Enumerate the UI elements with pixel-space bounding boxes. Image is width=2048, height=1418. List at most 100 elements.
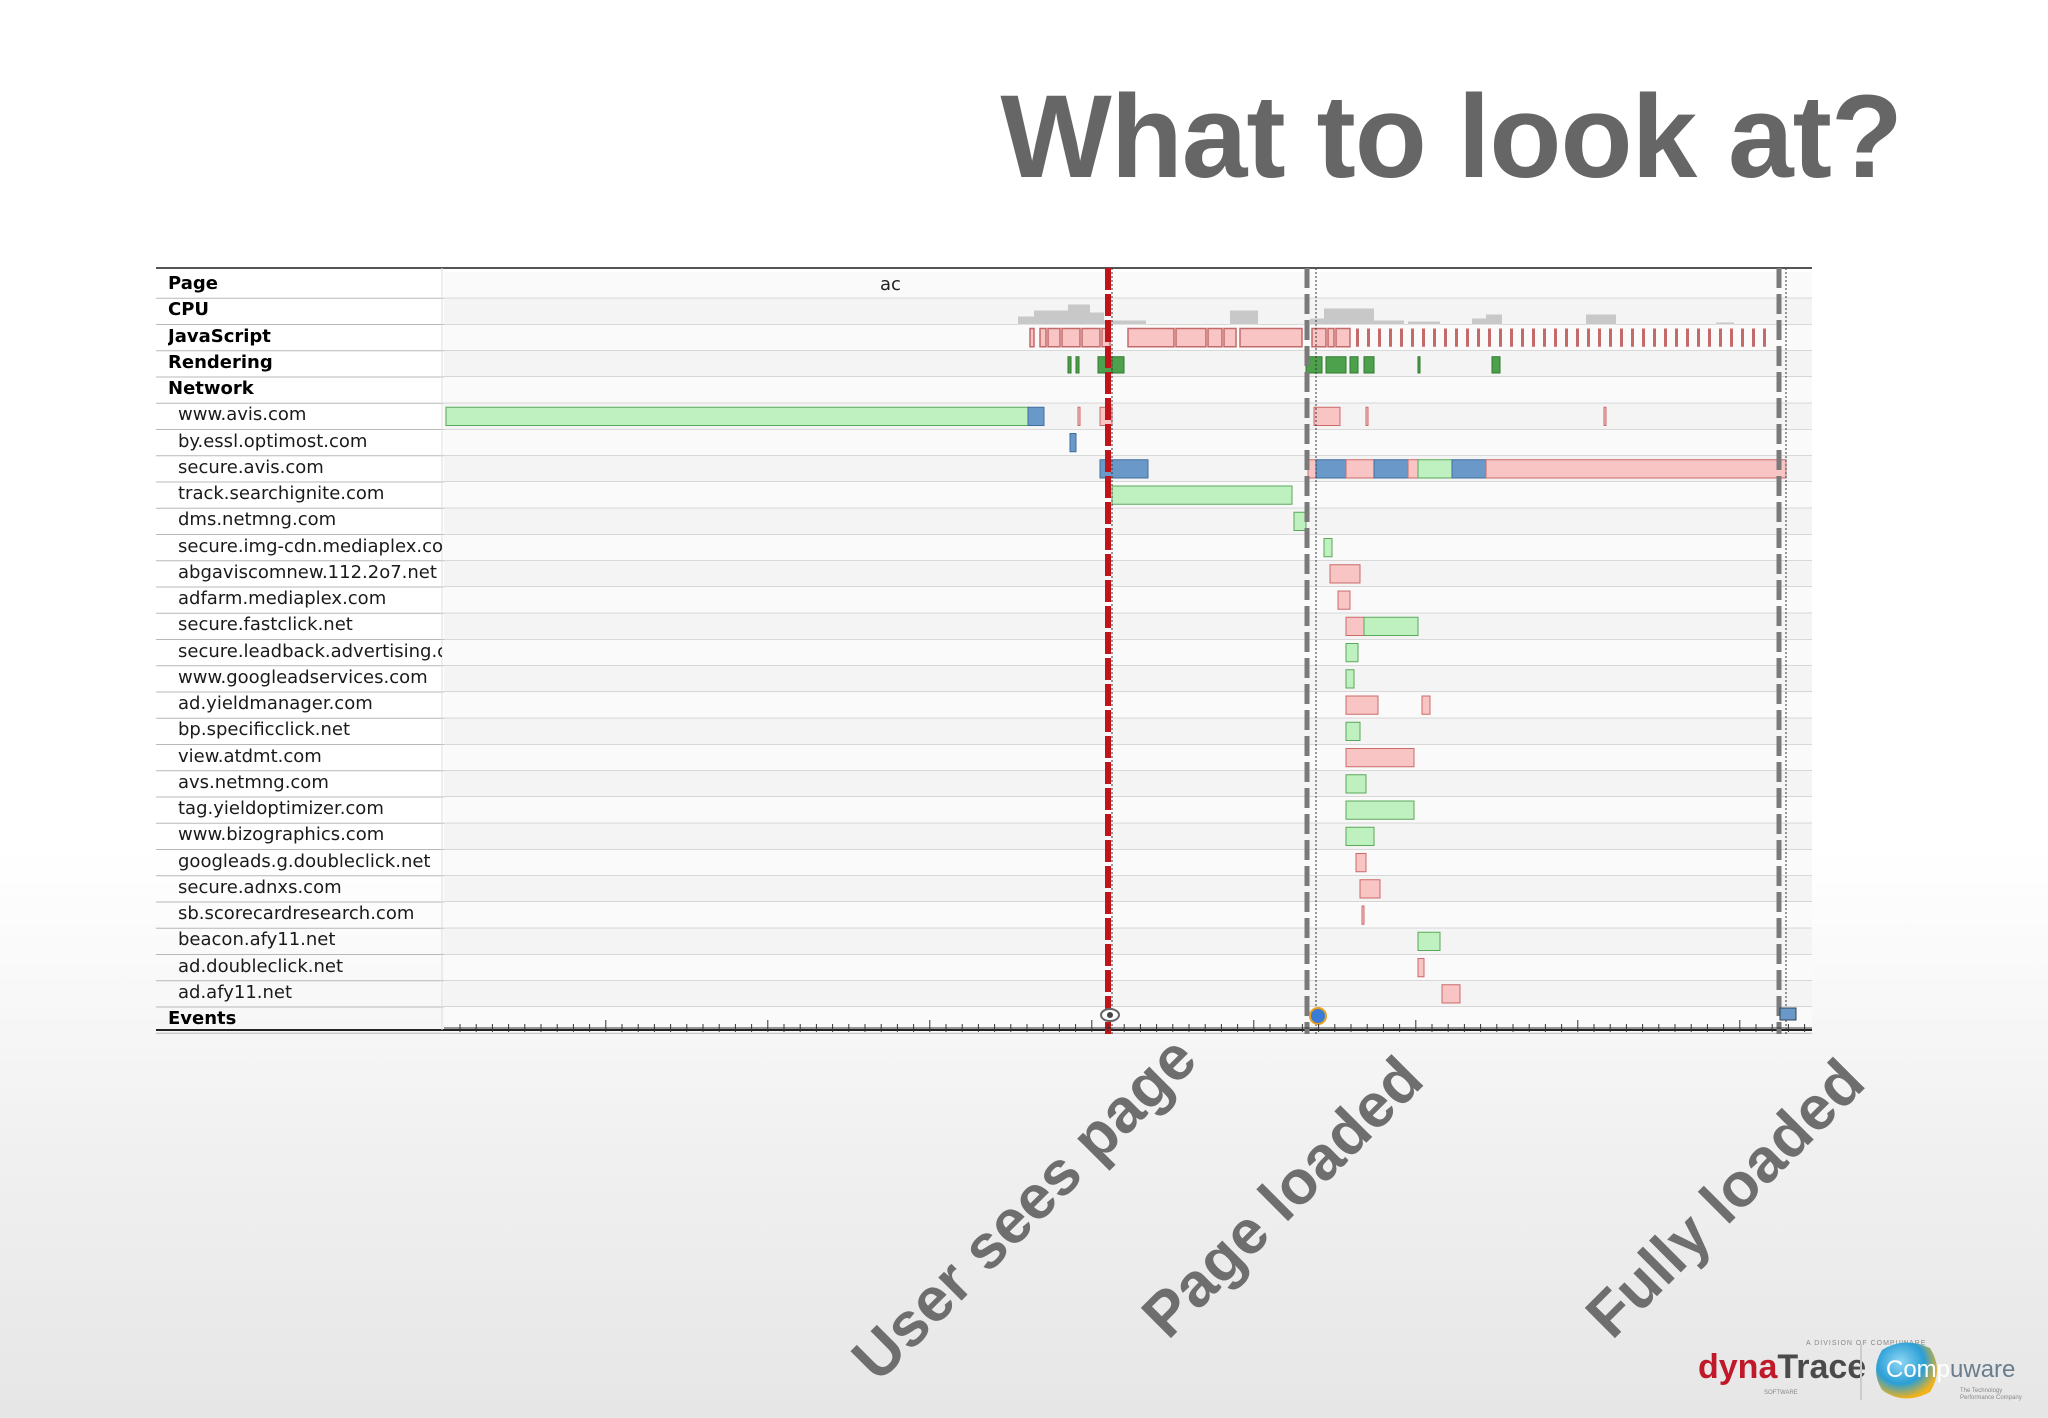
js-tick (1620, 328, 1623, 347)
js-tick (1521, 328, 1524, 347)
host-label: secure.img-cdn.mediaplex.com (178, 536, 442, 557)
row-band (444, 692, 1812, 719)
host-label: ad.afy11.net (178, 982, 293, 1003)
js-block (1239, 327, 1303, 348)
cpu-bar (1408, 321, 1440, 325)
host-label: secure.avis.com (178, 457, 324, 478)
cpu-bar (1230, 310, 1258, 325)
network-request-bar (1345, 748, 1415, 768)
js-tick (1741, 328, 1744, 347)
slide-title: What to look at? (1000, 71, 1903, 203)
js-block (1175, 327, 1207, 348)
host-label: sb.scorecardresearch.com (178, 904, 415, 924)
row-label-network: Network (168, 379, 254, 399)
network-request-bar (1363, 616, 1419, 636)
monitor-icon (1779, 1007, 1797, 1021)
dynatrace-division-text: A DIVISION OF COMPUWARE (1806, 1340, 1927, 1347)
row-band (444, 272, 1812, 299)
js-tick (1389, 328, 1392, 347)
row-band (444, 613, 1812, 640)
cpu-bar (1104, 320, 1146, 325)
host-label: track.searchignite.com (178, 484, 385, 504)
eye-icon-pupil (1107, 1012, 1113, 1018)
render-bar (1349, 356, 1359, 374)
host-label: by.essl.optimost.com (178, 431, 368, 452)
js-tick (1378, 328, 1381, 347)
network-request-bar (1111, 485, 1293, 505)
network-request-bar (1603, 406, 1607, 426)
js-tick (1598, 328, 1601, 347)
network-request-bar (1361, 905, 1365, 925)
host-label: secure.leadback.advertising.com (178, 641, 442, 662)
render-bar (1075, 356, 1080, 374)
network-request-bar (1345, 459, 1375, 479)
network-request-bar (1417, 459, 1453, 479)
compuware-logo-text-a: Comp (1886, 1356, 1951, 1383)
row-band (444, 770, 1812, 797)
js-tick (1356, 328, 1359, 347)
host-label: dms.netmng.com (178, 510, 337, 531)
compuware-tagline: The Technology Performance Company (1960, 1388, 2022, 1401)
network-request-bar (1345, 721, 1361, 741)
js-tick (1653, 328, 1656, 347)
row-band (444, 298, 1812, 325)
row-band (444, 928, 1812, 955)
js-block (1327, 327, 1335, 348)
js-tick (1400, 328, 1403, 347)
render-bar (1111, 356, 1125, 374)
cpu-bar (1090, 312, 1104, 325)
network-request-bar (1345, 643, 1359, 663)
row-band (444, 377, 1812, 404)
js-tick (1444, 328, 1447, 347)
cpu-bar (1068, 304, 1090, 325)
dynatrace-logo-dyna: dyna (1698, 1348, 1778, 1386)
network-request-bar (1485, 459, 1787, 479)
network-request-bar (1441, 984, 1461, 1004)
network-request-bar (1345, 826, 1375, 846)
cpu-bar (1586, 314, 1616, 325)
logo-separator (1860, 1344, 1862, 1400)
row-label-events: Events (168, 1009, 237, 1029)
row-label-javascript: JavaScript (168, 326, 271, 347)
js-tick (1609, 328, 1612, 347)
row-band (444, 902, 1812, 929)
row-band (444, 534, 1812, 561)
compuware-logo-text: Compuware (1886, 1356, 2015, 1384)
row-band (444, 665, 1812, 692)
cpu-bar (1486, 314, 1502, 325)
network-request-bar (1345, 669, 1355, 689)
row-band (444, 587, 1812, 614)
vendor-logos: A DIVISION OF COMPUWARE dynaTrace SOFTWA… (1698, 1340, 2038, 1410)
network-request-bar (1373, 459, 1409, 479)
host-label: googleads.g.doubleclick.net (178, 851, 431, 872)
js-block (1127, 327, 1175, 348)
js-tick (1587, 328, 1590, 347)
network-request-bar (1407, 459, 1419, 479)
network-request-bar (1337, 590, 1351, 610)
dynatrace-sub-text: SOFTWARE (1764, 1390, 1798, 1396)
network-request-bar (1359, 879, 1381, 899)
render-bar (1491, 356, 1501, 374)
row-band (444, 797, 1812, 824)
js-tick (1488, 328, 1491, 347)
js-tick (1631, 328, 1634, 347)
network-request-bar (1345, 774, 1367, 794)
js-tick (1675, 328, 1678, 347)
js-tick (1510, 328, 1513, 347)
render-bar (1363, 356, 1375, 374)
row-band (444, 875, 1812, 902)
network-request-bar (1077, 406, 1081, 426)
network-request-bar (1365, 406, 1369, 426)
host-label: beacon.afy11.net (178, 930, 336, 951)
js-block (1311, 327, 1327, 348)
js-tick (1664, 328, 1667, 347)
js-tick (1719, 328, 1722, 347)
host-label: ad.doubleclick.net (178, 956, 344, 977)
js-block (1223, 327, 1237, 348)
network-request-bar (1345, 616, 1365, 636)
network-request-bar (1417, 958, 1425, 978)
host-label: tag.yieldoptimizer.com (178, 799, 384, 819)
row-band (444, 350, 1812, 377)
network-request-bar (1421, 695, 1431, 715)
js-tick (1422, 328, 1425, 347)
